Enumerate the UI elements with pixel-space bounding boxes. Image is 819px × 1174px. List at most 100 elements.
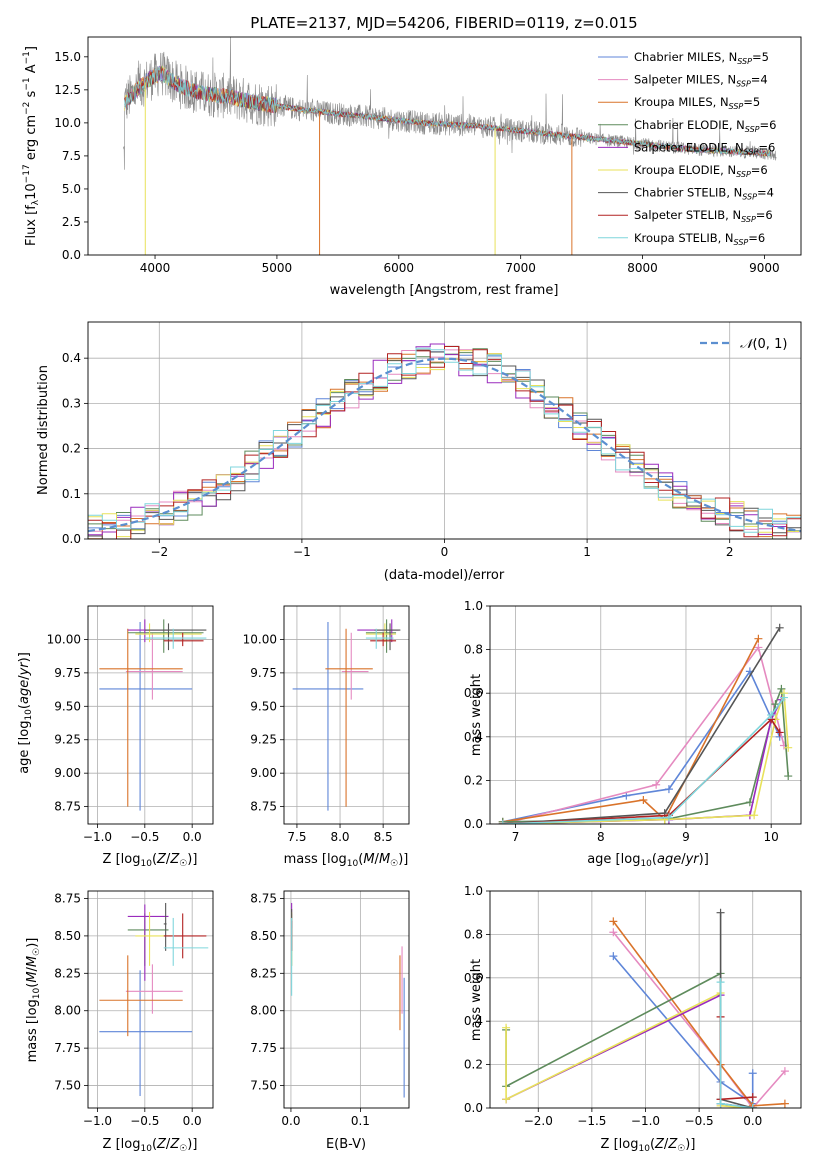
gaussian-curve (88, 357, 801, 533)
mass-weight-marker-salpeter_stelib (748, 1093, 757, 1102)
y-tick-label: 0.2 (464, 773, 483, 787)
mass-weight-line-salpeter_miles (502, 645, 785, 824)
y-tick-label: 9.50 (54, 699, 81, 713)
mass-weight-metallicity-xlabel: Z [log10(Z/Z☉)] (601, 1137, 696, 1154)
y-tick-label: 0.4 (464, 1014, 483, 1028)
histogram-plot-area: −2 −1 0 1 2 0.0 0.1 0.2 0.3 0.4 (62, 321, 802, 559)
mass-weight-line-kroupa_miles (502, 638, 760, 823)
residual-histogram-panel: −2 −1 0 1 2 0.0 0.1 0.2 0.3 0.4 (data-model)/erro… (36, 321, 802, 583)
axes-frame (87, 605, 214, 825)
mass-weight-marker-salpeter_miles (754, 643, 763, 652)
spectrum-plot-area: 4000 5000 6000 7000 8000 9000 0.0 2.5 5.0 7.5 10.0… (54, 36, 802, 275)
histogram-salpeter_stelib (88, 346, 801, 539)
legend-label: Salpeter STELIB, NSSP=6 (634, 208, 773, 224)
mass-weight-marker-salpeter_miles (652, 780, 661, 789)
mass-extinction-xlabel: E(B-V) (326, 1137, 366, 1152)
mass-metallicity-xlabel: Z [log10(Z/Z☉)] (103, 1137, 198, 1154)
mass-weight-marker-chabrier_elodie (771, 700, 780, 709)
x-tick-label: 9 (682, 830, 690, 844)
mass-weight-marker-kroupa_stelib (716, 1099, 725, 1108)
y-tick-label: 8.00 (250, 1004, 277, 1018)
histogram-salpeter_elodie (88, 343, 801, 539)
x-tick-label: 8.0 (330, 830, 349, 844)
mass-weight-marker-salpeter_miles (779, 741, 788, 750)
marks-layer (99, 902, 209, 1097)
y-tick-label: 8.75 (54, 800, 81, 814)
x-tick-label: −2.0 (524, 1114, 553, 1128)
marks-layer (292, 619, 401, 811)
y-tick-label: 9.25 (250, 733, 277, 747)
age-vs-mass-panel: 7.5 8.0 8.5 8.75 9.00 9.25 9.50 9.75 10.00 mass … (243, 605, 410, 869)
mass-weight-marker-chabrier_elodie (784, 772, 793, 781)
y-tick-label: 0.8 (464, 643, 483, 657)
y-tick-label: 0.0 (62, 532, 81, 546)
y-tick-label: 7.50 (250, 1079, 277, 1093)
mass-weight-marker-chabrier_elodie (777, 684, 786, 693)
x-tick-label: 0.0 (743, 1114, 762, 1128)
y-tick-label: 8.50 (54, 929, 81, 943)
y-tick-label: 8.50 (250, 929, 277, 943)
mass-vs-extinction-panel: 0.0 0.1 7.50 7.75 8.00 8.25 8.50 8.75 E(B-V) (250, 890, 410, 1152)
y-tick-label: 10.00 (47, 632, 81, 646)
spectrum-title: PLATE=2137, MJD=54206, FIBERID=0119, z=0… (250, 14, 637, 32)
mass-weight-marker-chabrier_miles (609, 952, 618, 961)
legend-label: Chabrier MILES, NSSP=5 (634, 50, 769, 66)
mass-weight-marker-kroupa_miles (780, 1099, 789, 1108)
y-tick-label: 0.0 (464, 1101, 483, 1115)
legend-label: Salpeter ELODIE, NSSP=6 (634, 140, 775, 156)
mass-weight-line-kroupa_elodie (502, 692, 789, 824)
mass-weight-marker-chabrier_stelib (775, 623, 784, 632)
x-tick-label: 0.1 (351, 1114, 370, 1128)
legend-label: Kroupa ELODIE, NSSP=6 (634, 163, 768, 179)
marks-layer (498, 623, 793, 824)
mass-metallicity-plot-area: −1.0 −0.5 0.0 7.50 7.75 8.00 8.25 8.50 8.75 (54, 890, 214, 1128)
x-tick-label: 6000 (384, 261, 415, 275)
y-tick-label: 0.3 (62, 396, 81, 410)
mass-weight-line-kroupa_stelib (502, 697, 785, 824)
y-tick-label: 7.5 (62, 149, 81, 163)
x-tick-label: 10 (764, 830, 779, 844)
mass-weight-marker-kroupa_stelib (779, 693, 788, 702)
histogram-xlabel: (data-model)/error (384, 568, 505, 583)
x-tick-label: 0.0 (281, 1114, 300, 1128)
model-fit-kroupa_stelib (124, 65, 771, 157)
x-tick-label: −1.0 (83, 830, 112, 844)
age-metallicity-plot-area: −1.0 −0.5 0.0 8.75 9.00 9.25 9.50 9.75 10.00 (47, 605, 214, 844)
legend-label: Salpeter MILES, NSSP=4 (634, 73, 768, 89)
x-tick-label: −0.5 (130, 830, 159, 844)
marks-layer (99, 619, 207, 811)
axes-frame (489, 890, 802, 1109)
model-fit-salpeter_stelib (124, 65, 771, 157)
y-tick-label: 0.2 (464, 1058, 483, 1072)
mass-weight-line-kroupa_miles (612, 920, 785, 1107)
y-tick-label: 0.4 (62, 351, 81, 365)
x-tick-label: 0.0 (183, 1114, 202, 1128)
spectrum-panel: PLATE=2137, MJD=54206, FIBERID=0119, z=0… (22, 14, 802, 298)
y-tick-label: 8.75 (250, 891, 277, 905)
y-tick-label: 15.0 (54, 50, 81, 64)
mass-weight-metallicity-plot-area: −2.0 −1.5 −1.0 −0.5 0.0 0.0 0.2 0.4 0.6 0.8 1.0 (464, 884, 802, 1128)
x-tick-label: 8.5 (374, 830, 393, 844)
mass-extinction-plot-area: 0.0 0.1 7.50 7.75 8.00 8.25 8.50 8.75 (250, 890, 410, 1128)
mass-weight-marker-kroupa_stelib (716, 978, 725, 987)
y-tick-label: 0.0 (464, 817, 483, 831)
y-tick-label: 7.50 (54, 1079, 81, 1093)
mass-weight-marker-kroupa_stelib (664, 813, 673, 822)
x-tick-label: −0.5 (130, 1114, 159, 1128)
y-tick-label: 0.2 (62, 442, 81, 456)
mass-weight-age-ylabel: mass weight (469, 674, 484, 756)
mass-weight-marker-kroupa_stelib (498, 820, 507, 824)
y-tick-label: 9.50 (250, 699, 277, 713)
mass-weight-marker-chabrier_miles (748, 1069, 757, 1078)
y-tick-label: 0.0 (62, 248, 81, 262)
age-mass-xlabel: mass [log10(M/M☉)] (284, 852, 409, 869)
y-tick-label: 5.0 (62, 182, 81, 196)
x-tick-label: 5000 (262, 261, 293, 275)
mass-weight-vs-age-panel: 7 8 9 10 0.0 0.2 0.4 0.6 0.8 1.0 age [log10(age/y… (464, 599, 802, 869)
x-tick-label: 0.0 (183, 830, 202, 844)
y-tick-label: 8.25 (54, 966, 81, 980)
mass-weight-marker-kroupa_stelib (748, 1104, 757, 1108)
x-tick-label: 0 (441, 545, 449, 559)
mass-weight-line-salpeter_stelib (502, 718, 781, 824)
x-tick-label: 8 (597, 830, 605, 844)
